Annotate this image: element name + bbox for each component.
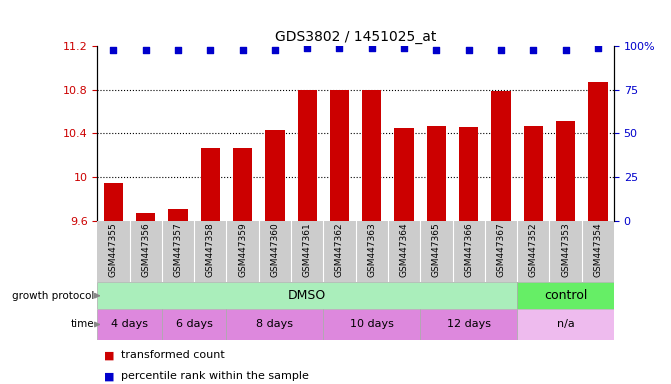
Bar [297,90,317,221]
Point [205,46,215,53]
Text: 10 days: 10 days [350,319,394,329]
Bar [136,213,156,221]
Bar [97,309,162,340]
Bar [104,182,123,221]
Text: DMSO: DMSO [288,289,326,302]
Text: GSM447363: GSM447363 [367,223,376,277]
Text: ■: ■ [104,371,118,381]
Text: GSM447362: GSM447362 [335,223,344,277]
Text: GSM447354: GSM447354 [593,223,603,277]
Point [366,45,377,51]
Text: GSM447366: GSM447366 [464,223,473,277]
Point [172,46,183,53]
Text: GSM447352: GSM447352 [529,223,537,277]
Text: 8 days: 8 days [256,319,293,329]
Text: GSM447360: GSM447360 [270,223,279,277]
Text: GSM447356: GSM447356 [141,223,150,277]
Text: GSM447358: GSM447358 [206,223,215,277]
Text: percentile rank within the sample: percentile rank within the sample [121,371,309,381]
Text: 6 days: 6 days [176,319,213,329]
Point [270,46,280,53]
Point [431,46,442,53]
Bar [97,282,517,309]
Bar [427,126,446,221]
Text: GSM447357: GSM447357 [174,223,183,277]
Text: 12 days: 12 days [447,319,491,329]
Point [140,46,151,53]
Bar [517,282,614,309]
Bar [162,309,227,340]
Point [496,46,507,53]
Text: n/a: n/a [557,319,574,329]
Text: growth protocol: growth protocol [11,291,94,301]
Text: GSM447353: GSM447353 [561,223,570,277]
Bar [556,121,575,221]
Bar [233,147,252,221]
Text: transformed count: transformed count [121,350,225,360]
Bar [420,309,517,340]
Point [463,46,474,53]
Point [560,46,571,53]
Bar [459,127,478,221]
Bar [395,128,414,221]
Bar [523,126,543,221]
Bar [323,309,420,340]
Bar [227,309,323,340]
Point [399,45,409,51]
Bar [265,130,285,221]
Text: GSM447365: GSM447365 [432,223,441,277]
Bar [362,90,382,221]
Text: ■: ■ [104,350,118,360]
Bar [491,91,511,221]
Bar [588,82,607,221]
Point [528,46,539,53]
Point [334,45,345,51]
Text: GSM447359: GSM447359 [238,223,247,277]
Bar [201,147,220,221]
Point [302,45,313,51]
Text: control: control [544,289,587,302]
Bar [517,309,614,340]
Text: GDS3802 / 1451025_at: GDS3802 / 1451025_at [275,30,436,44]
Text: 4 days: 4 days [111,319,148,329]
Text: GSM447355: GSM447355 [109,223,118,277]
Text: GSM447364: GSM447364 [399,223,409,277]
Bar [330,90,349,221]
Text: GSM447367: GSM447367 [497,223,505,277]
Text: GSM447361: GSM447361 [303,223,312,277]
Text: time: time [70,319,94,329]
Point [238,46,248,53]
Bar [168,209,188,221]
Point [592,45,603,51]
Point [108,46,119,53]
